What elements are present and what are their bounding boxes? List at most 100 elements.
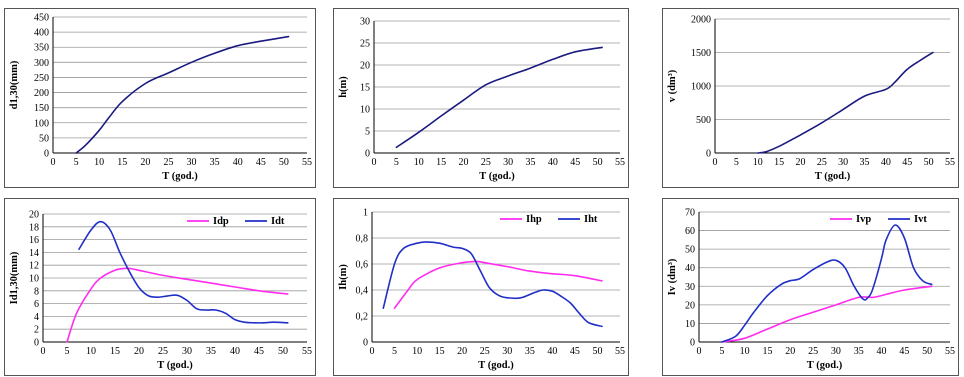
chart3-y-tick-label: 1000 (691, 82, 711, 93)
chart1-x-axis-label: T (god.) (162, 171, 198, 182)
chart3-x-tick-label: 55 (945, 157, 955, 168)
chart2-x-axis-label: T (god.) (479, 171, 515, 182)
chart1-y-tick-label: 150 (34, 103, 49, 114)
chart2-y-tick-label: 5 (365, 127, 370, 138)
chart6-legend-label-ivp: Ivp (856, 214, 871, 225)
chart1-y-tick-label: 200 (34, 88, 49, 99)
chart3-x-tick-label: 45 (902, 157, 912, 168)
chart4-x-tick-label: 0 (41, 346, 46, 357)
chart6-y-tick-label: 20 (685, 300, 695, 311)
chart4-x-tick-label: 15 (110, 346, 120, 357)
chart-svg-height-increment: 00,20,40,60,810 5 10 15 20 25 30 35 40 45 50 55T (g… (338, 208, 625, 372)
chart3-y-tick-label: 1500 (691, 48, 711, 59)
chart3-x-tick-label: 40 (881, 157, 891, 168)
chart2-x-tick-label: 55 (615, 157, 625, 168)
chart-panel-diameter-increment: 0 2 4 6 8 10 12 14 16 18 20 0 5 10 15 20 25 30 35 40 45 50 55 T… (4, 198, 316, 376)
chart1-y-tick-label: 350 (34, 43, 49, 54)
chart6-y-tick-label: 10 (685, 319, 695, 330)
chart1-x-tick-label: 15 (117, 157, 127, 168)
chart5-legend-label-iht: Iht (584, 214, 598, 225)
chart2-x-tick-label: 25 (481, 157, 491, 168)
chart6-y-axis-label: Iv (dm³) (667, 258, 678, 295)
chart5-y-tick-label: 0,6 (356, 260, 369, 271)
chart1-x-tick-label: 0 (51, 157, 56, 168)
chart-svg-height: 0 5 10 15 20 25 30 0 5 10 15 20 25 30 35 40 45 50 55 T (god… (338, 17, 625, 183)
chart5-x-tick-label: 40 (547, 346, 557, 357)
chart4-x-tick-label: 45 (254, 346, 264, 357)
chart2-x-tick-label: 15 (436, 157, 446, 168)
chart3-x-tick-label: 10 (753, 157, 763, 168)
chart1-x-tick-label: 40 (233, 157, 243, 168)
chart5-x-tick-label: 20 (457, 346, 467, 357)
chart4-x-tick-label: 30 (182, 346, 192, 357)
chart4-y-axis-label: Id1,30(mm) (9, 251, 20, 304)
chart5-y-tick-label: 0,2 (356, 312, 369, 323)
chart5-x-tick-label: 15 (435, 346, 445, 357)
chart3-x-tick-label: 15 (774, 157, 784, 168)
chart4-series-line-idp (66, 267, 289, 343)
chart5-legend-label-ihp: Ihp (526, 214, 542, 225)
chart1-y-axis-label: d1,30(mm) (9, 60, 20, 109)
chart2-y-axis-label: h(m) (338, 76, 349, 98)
chart6-x-tick-label: 15 (762, 346, 772, 357)
chart1-y-tick-label: 50 (39, 133, 49, 144)
chart3-y-axis-label: v (dm³) (667, 69, 678, 102)
chart1-y-tick-label: 0 (44, 149, 49, 160)
chart-svg-volume: 0 500 1000 1500 2000 0 5 10 15 20 25 30 35 40 45 50 55 T … (667, 15, 955, 183)
chart2-y-tick-label: 30 (360, 17, 370, 28)
chart4-legend-label-idp: Idp (213, 216, 229, 227)
chart6-x-tick-label: 10 (740, 346, 750, 357)
chart2-x-tick-label: 45 (570, 157, 580, 168)
chart6-y-tick-label: 70 (685, 208, 695, 219)
chart1-x-tick-label: 20 (140, 157, 150, 168)
chart1-y-tick-label: 300 (34, 58, 49, 69)
chart5-x-tick-label: 35 (525, 346, 535, 357)
chart4-y-tick-label: 16 (29, 235, 39, 246)
chart3-x-tick-label: 20 (795, 157, 805, 168)
chart3-x-axis-label: T (god.) (815, 171, 851, 182)
chart5-series-line-ihp (393, 260, 603, 309)
chart3-x-tick-label: 35 (860, 157, 870, 168)
chart6-x-tick-label: 20 (785, 346, 795, 357)
chart6-x-tick-label: 35 (854, 346, 864, 357)
chart6-y-tick-label: 0 (690, 338, 695, 349)
chart6-y-tick-label: 50 (685, 245, 695, 256)
chart4-x-tick-label: 5 (65, 346, 70, 357)
chart1-y-tick-label: 250 (34, 73, 49, 84)
chart2-x-tick-label: 10 (414, 157, 424, 168)
chart6-legend-label-ivt: Ivt (914, 214, 927, 225)
chart5-x-tick-label: 10 (412, 346, 422, 357)
chart1-y-tick-label: 400 (34, 28, 49, 39)
chart6-x-tick-label: 25 (808, 346, 818, 357)
chart4-legend-label-idt: Idt (271, 216, 285, 227)
chart5-y-axis-label: Ih(m) (338, 264, 349, 290)
chart4-y-tick-label: 6 (34, 299, 39, 310)
chart-panel-height: 0 5 10 15 20 25 30 0 5 10 15 20 25 30 35 40 45 50 55 T (god… (333, 8, 629, 188)
chart4-y-tick-label: 4 (34, 312, 39, 323)
chart5-x-tick-label: 25 (480, 346, 490, 357)
chart-panel-volume-increment: 0 10 20 30 40 50 60 70 0 5 10 15 20 25 30 35 40 45 50 55 T (… (662, 198, 959, 376)
chart6-x-tick-label: 50 (922, 346, 932, 357)
chart5-series-line-iht (382, 241, 603, 328)
chart4-y-tick-label: 2 (34, 325, 39, 336)
chart2-x-tick-label: 30 (503, 157, 513, 168)
chart5-x-tick-label: 0 (370, 346, 375, 357)
chart5-x-tick-label: 55 (615, 346, 625, 357)
chart3-x-tick-label: 25 (817, 157, 827, 168)
chart4-x-tick-label: 20 (134, 346, 144, 357)
chart5-x-tick-label: 45 (570, 346, 580, 357)
chart4-y-tick-label: 12 (29, 261, 39, 272)
chart5-x-axis-label: T (god.) (478, 360, 514, 371)
chart2-x-tick-label: 20 (458, 157, 468, 168)
chart6-x-axis-label: T (god.) (807, 360, 843, 371)
chart3-x-tick-label: 5 (734, 157, 739, 168)
chart4-x-tick-label: 55 (302, 346, 312, 357)
chart6-x-tick-label: 45 (899, 346, 909, 357)
chart2-x-tick-label: 0 (372, 157, 377, 168)
chart6-x-tick-label: 40 (877, 346, 887, 357)
chart2-y-tick-label: 10 (360, 105, 370, 116)
chart4-x-tick-label: 25 (158, 346, 168, 357)
chart4-x-tick-label: 35 (206, 346, 216, 357)
chart3-x-tick-label: 30 (838, 157, 848, 168)
